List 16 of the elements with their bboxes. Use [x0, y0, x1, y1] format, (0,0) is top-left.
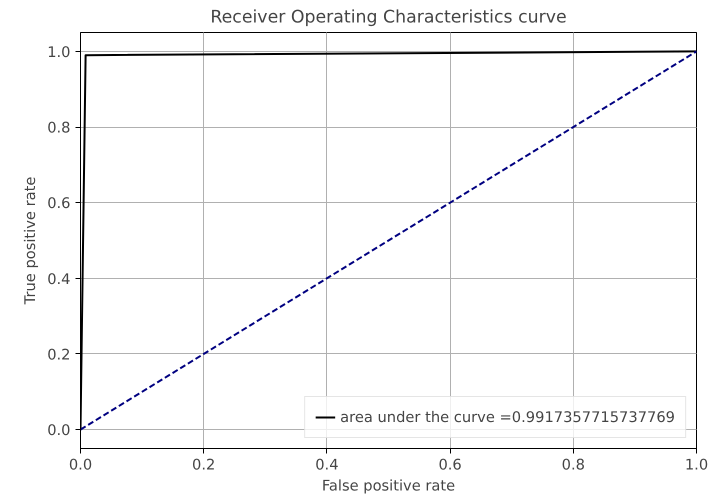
y-axis-title: True positive rate [22, 176, 40, 306]
x-tick-label: 0.2 [192, 456, 216, 474]
y-tick-label: 0.4 [47, 270, 71, 288]
x-axis-title: False positive rate [322, 478, 456, 494]
x-tick-label: 1.0 [684, 456, 708, 474]
y-tick-label: 0.2 [47, 346, 71, 364]
x-tick-label: 0.0 [68, 456, 92, 474]
y-tick-label: 0.8 [47, 120, 71, 137]
y-tick-label: 1.0 [47, 44, 71, 61]
chart-title: Receiver Operating Characteristics curve [210, 8, 567, 28]
x-tick-label: 0.8 [562, 456, 585, 474]
x-tick-label: 0.4 [315, 456, 339, 474]
y-tick-label: 0.6 [47, 195, 71, 212]
x-tick-label: 0.6 [438, 456, 462, 474]
y-tick-label: 0.0 [47, 422, 71, 440]
legend-label: area under the curve =0.9917357715737769 [340, 408, 675, 426]
